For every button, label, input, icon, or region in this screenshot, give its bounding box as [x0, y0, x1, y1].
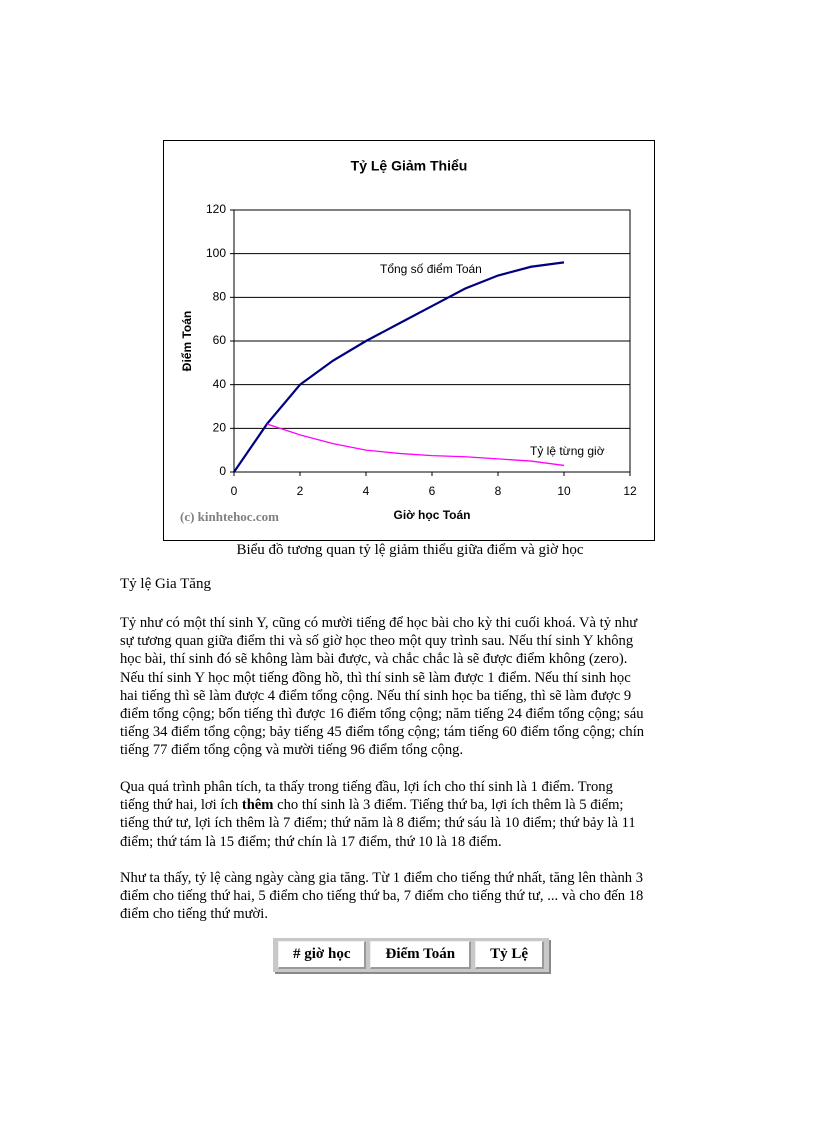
text-line: điểm cho tiếng thứ hai, 5 điểm cho tiếng… [120, 888, 644, 905]
text-line: điểm cho tiếng thứ mười. [120, 906, 268, 923]
series-line [266, 423, 565, 467]
table-header: # giờ học Điểm Toán Tỷ Lệ [273, 938, 550, 972]
series-line [233, 261, 565, 473]
watermark: (c) kinhtehoc.com [180, 509, 279, 524]
text-line: tiếng 77 điểm tổng cộng và mười tiếng 96… [120, 742, 464, 759]
table-header-cell: Tỷ Lệ [475, 941, 545, 969]
y-tick-label: 80 [213, 290, 227, 304]
paragraph: Tỷ như có một thí sinh Y, cũng có mười t… [120, 614, 644, 760]
x-tick-label: 6 [429, 484, 436, 498]
plot-border [233, 209, 631, 473]
text-line: hai tiếng thì sẽ làm được 4 điểm tổng cộ… [120, 687, 632, 704]
paragraph: Qua quá trình phân tích, ta thấy trong t… [120, 778, 636, 851]
y-tick-label: 100 [206, 246, 226, 260]
text-line: Tỷ như có một thí sinh Y, cũng có mười t… [120, 615, 638, 631]
y-tick-label: 20 [213, 421, 227, 435]
text-line: học bài, thí sinh đó sẽ không làm bài đư… [120, 651, 628, 668]
table-header-cell: # giờ học [278, 941, 367, 969]
chart-title: Tỷ Lệ Giảm Thiểu [351, 158, 468, 174]
table-header-cell: Điểm Toán [370, 941, 472, 969]
series-label: Tổng số điểm Toán [380, 262, 482, 276]
text-line: điểm; thứ tám là 15 điểm; thứ chín là 17… [120, 833, 502, 850]
text-line: Như ta thấy, tỷ lệ càng ngày càng gia tă… [120, 870, 644, 886]
x-tick-label: 8 [495, 484, 502, 498]
caption: Biểu đồ tương quan tỷ lệ giảm thiểu giữa… [236, 542, 584, 558]
text-run: tiếng thứ hai, lơi ích [120, 797, 242, 814]
y-tick-label: 40 [213, 377, 227, 391]
text-line: Nếu thí sinh Y học một tiếng đồng hồ, th… [120, 669, 631, 686]
chart: Tỷ Lệ Giảm Thiểu Giờ học Toán Điểm Toán … [163, 140, 655, 541]
x-axis-label: Giờ học Toán [394, 508, 471, 522]
y-axis-label: Điểm Toán [180, 311, 194, 371]
bold-run: thêm [241, 797, 274, 814]
x-tick-label: 10 [557, 484, 571, 498]
series-label: Tỷ lệ từng giờ [530, 444, 605, 458]
text-line: điểm tổng cộng; bốn tiếng thì được 16 đi… [120, 706, 644, 723]
x-tick-label: 12 [623, 484, 637, 498]
text-line: sự tương quan giữa điểm thi và số giờ họ… [120, 633, 634, 650]
text-line: tiếng 34 điểm tổng cộng; bảy tiếng 45 đi… [120, 724, 645, 741]
y-tick-label: 60 [213, 333, 227, 347]
x-tick-label: 4 [363, 484, 370, 498]
text-line: tiếng thứ tư, lợi ích thêm là 7 điểm; th… [120, 815, 636, 832]
y-tick-label: 120 [206, 202, 226, 216]
text-run: cho thí sinh là 3 điểm. Tiếng thứ ba, lợ… [273, 797, 624, 814]
x-tick-label: 2 [297, 484, 304, 498]
y-tick-label: 0 [219, 464, 226, 478]
paragraph: Như ta thấy, tỷ lệ càng ngày càng gia tă… [120, 869, 643, 924]
text-line: Qua quá trình phân tích, ta thấy trong t… [120, 779, 613, 795]
x-tick-label: 0 [231, 484, 238, 498]
text-line: tiếng thứ hai, lơi ích thêm cho thí sinh… [120, 796, 636, 814]
heading: Tỷ lệ Gia Tăng [120, 576, 211, 592]
